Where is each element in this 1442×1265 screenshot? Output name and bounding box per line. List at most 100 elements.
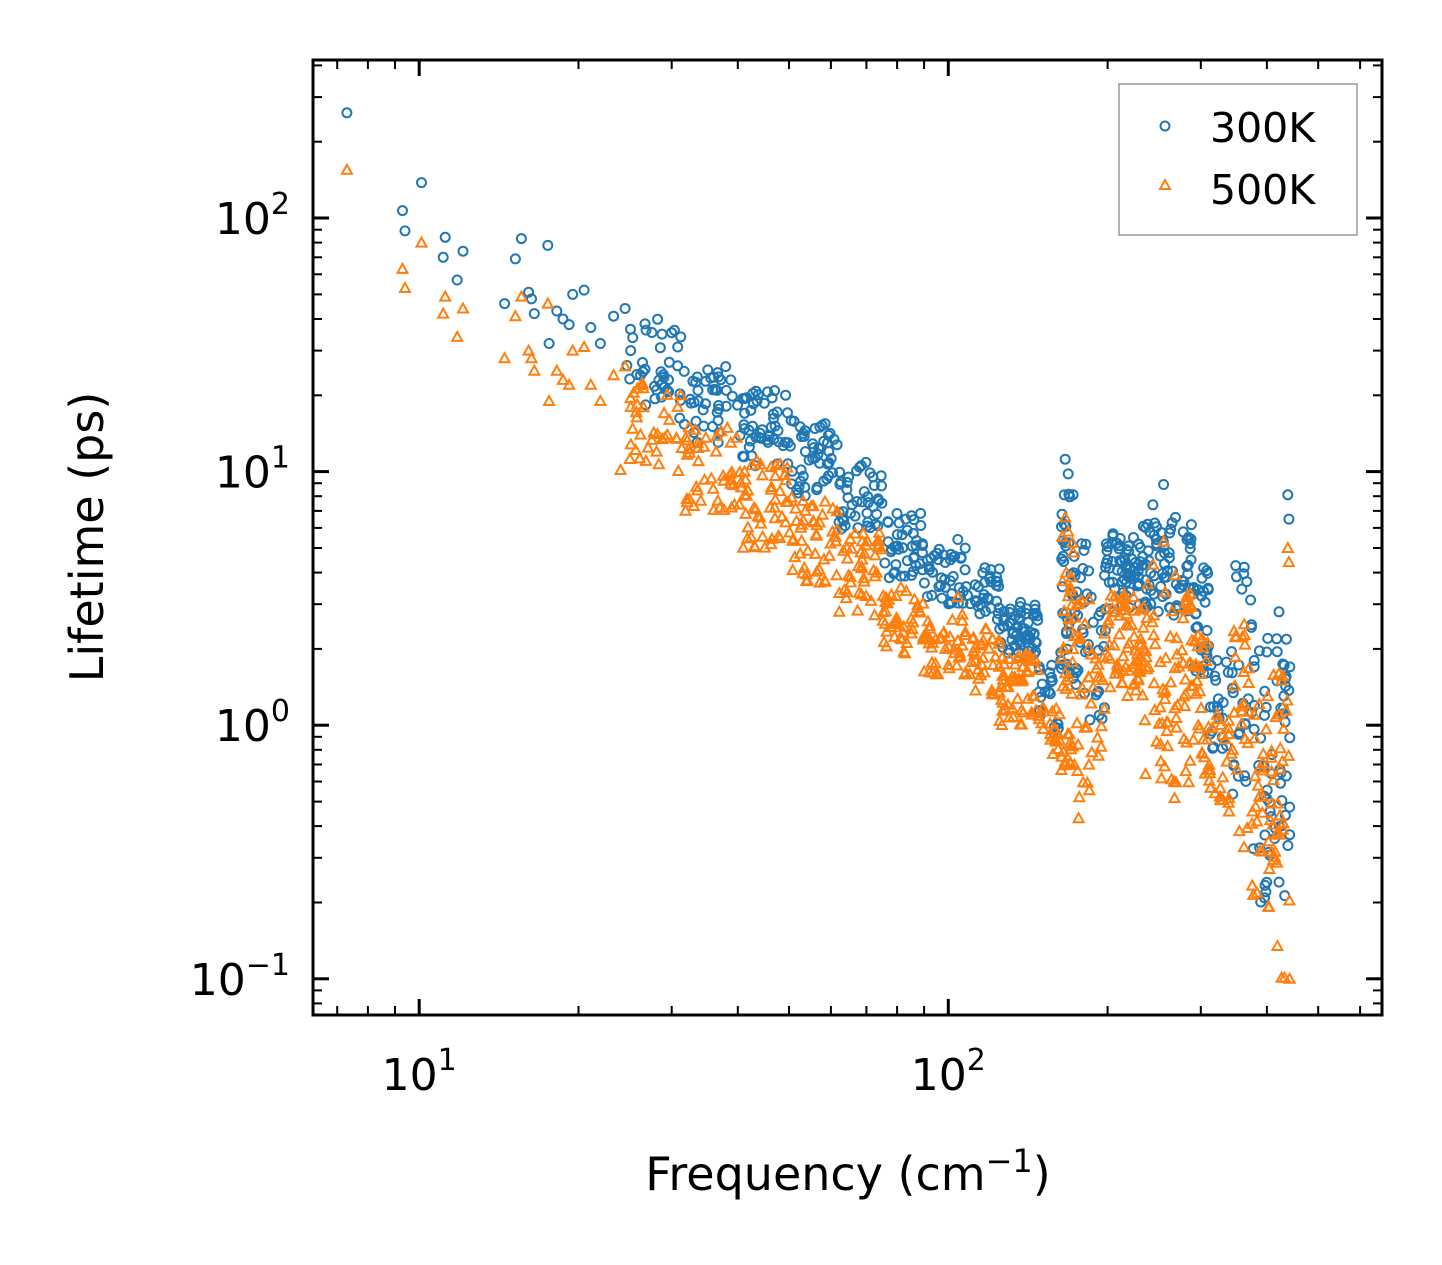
- data-point-300K-687: [1259, 709, 1270, 721]
- data-point-500K-358: [1018, 647, 1033, 660]
- data-point-300K-420: [1083, 565, 1095, 577]
- data-point-500K-773: [869, 565, 884, 578]
- data-point-500K-669: [1238, 637, 1252, 650]
- data-point-500K-761: [691, 454, 706, 467]
- data-point-300K-8: [627, 332, 639, 344]
- data-point-500K-90: [764, 537, 778, 550]
- data-point-500K-333: [1001, 680, 1015, 693]
- data-point-500K-190: [859, 538, 873, 551]
- data-point-500K-3: [660, 387, 674, 400]
- data-point-500K-762: [709, 444, 723, 457]
- data-point-500K-768: [798, 503, 813, 516]
- data-point-300K-276: [952, 597, 964, 609]
- data-point-500K-109: [768, 468, 782, 481]
- data-point-300K-766: [765, 421, 777, 433]
- data-point-300K-361: [1015, 639, 1027, 651]
- data-point-500K-60: [682, 445, 697, 458]
- data-point-300K-769: [814, 457, 826, 469]
- data-point-300K-750: [578, 284, 590, 296]
- data-point-300K-239: [916, 538, 928, 550]
- data-point-500K-667: [1227, 705, 1241, 718]
- data-point-500K-230: [899, 584, 913, 597]
- data-point-500K-627: [1203, 780, 1218, 793]
- data-point-500K-491: [1133, 602, 1147, 615]
- data-point-500K-605: [1189, 657, 1203, 670]
- data-point-300K-580: [1183, 532, 1195, 544]
- data-point-500K-95: [755, 468, 770, 481]
- data-point-500K-415: [1064, 570, 1079, 583]
- y-tick-label: 102: [215, 187, 290, 245]
- data-point-300K-263: [933, 581, 945, 593]
- axis-ticks: [313, 60, 1382, 1015]
- data-point-500K-423: [1075, 687, 1089, 700]
- data-point-500K-457: [1091, 657, 1105, 670]
- data-point-500K-801: [1225, 742, 1240, 755]
- data-point-500K-504: [1102, 613, 1116, 626]
- data-point-500K-104: [753, 510, 767, 523]
- data-point-500K-419: [1062, 619, 1076, 632]
- data-point-300K-796: [1181, 534, 1193, 545]
- data-point-500K-734: [436, 306, 450, 319]
- data-point-500K-150: [806, 498, 820, 511]
- data-point-300K-749: [567, 288, 579, 300]
- data-point-300K-171: [873, 495, 885, 507]
- data-point-500K-536: [1176, 611, 1190, 624]
- data-point-300K-188: [862, 497, 874, 509]
- data-point-300K-196: [851, 496, 863, 507]
- data-point-300K-761: [692, 395, 704, 407]
- data-point-500K-579: [1153, 655, 1167, 668]
- data-point-300K-9: [666, 327, 678, 339]
- data-point-500K-91: [775, 509, 789, 522]
- data-point-300K-802: [1262, 632, 1274, 644]
- data-point-300K-130: [821, 473, 833, 485]
- data-point-500K-796: [1156, 534, 1171, 547]
- data-point-500K-572: [1159, 651, 1173, 664]
- data-point-300K-90: [745, 404, 757, 416]
- data-point-300K-698: [1271, 633, 1283, 645]
- data-point-300K-277: [959, 542, 971, 554]
- data-point-500K-155: [797, 560, 811, 573]
- data-point-300K-237: [901, 555, 913, 567]
- data-point-500K-359: [995, 703, 1010, 716]
- data-point-500K-651: [1235, 629, 1250, 642]
- data-point-500K-356: [997, 657, 1011, 670]
- x-tick-label: 102: [911, 1043, 986, 1101]
- data-point-500K-806: [1281, 540, 1295, 553]
- data-point-300K-789: [1099, 569, 1111, 581]
- data-point-500K-794: [1141, 577, 1155, 590]
- data-point-500K-590: [1182, 775, 1196, 788]
- data-point-500K-497: [1120, 640, 1135, 653]
- data-point-300K-775: [906, 569, 917, 581]
- data-point-500K-188: [838, 582, 852, 595]
- data-point-500K-738: [497, 351, 512, 364]
- data-point-500K-623: [1196, 640, 1210, 653]
- data-point-500K-302: [971, 671, 986, 684]
- data-point-500K-676: [1256, 763, 1270, 776]
- data-point-300K-20: [640, 324, 652, 336]
- data-point-300K-708: [1271, 646, 1283, 658]
- data-point-500K-772: [855, 552, 869, 565]
- data-point-500K-440: [1066, 642, 1080, 655]
- data-point-500K-586: [1178, 672, 1193, 685]
- data-point-500K-793: [1126, 590, 1141, 603]
- data-point-500K-658: [1242, 661, 1256, 674]
- data-point-300K-180: [858, 486, 870, 498]
- data-point-300K-23: [656, 391, 668, 403]
- data-point-500K-758: [662, 412, 676, 425]
- data-point-500K-714: [1279, 703, 1293, 716]
- data-point-500K-534: [1178, 699, 1192, 712]
- data-point-500K-68: [723, 466, 738, 479]
- data-point-500K-26: [639, 453, 653, 466]
- data-point-500K-405: [1061, 726, 1075, 739]
- data-point-500K-11: [635, 376, 649, 389]
- data-point-500K-675: [1251, 778, 1265, 791]
- data-point-500K-305: [968, 683, 983, 696]
- data-point-500K-279: [957, 667, 972, 680]
- data-point-500K-417: [1059, 681, 1073, 694]
- data-point-300K-68: [713, 403, 725, 415]
- data-point-500K-808: [1282, 971, 1297, 984]
- data-point-500K-433: [1082, 783, 1096, 796]
- data-point-500K-121: [822, 548, 837, 561]
- data-point-300K-631: [1222, 666, 1234, 678]
- data-point-500K-517: [1122, 663, 1136, 676]
